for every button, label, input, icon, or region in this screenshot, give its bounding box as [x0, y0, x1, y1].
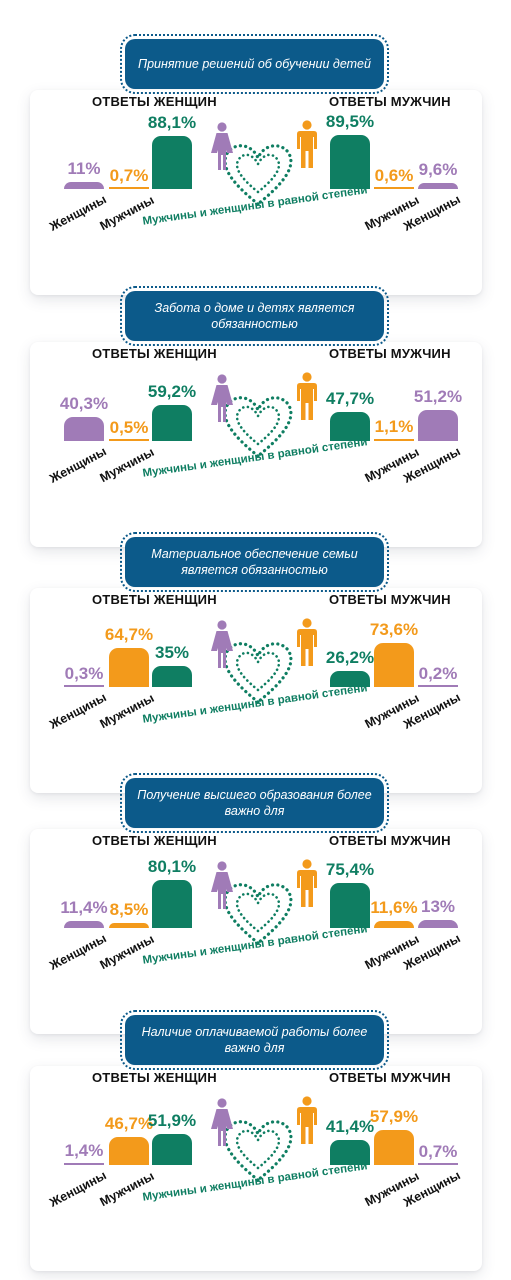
chart-panel [30, 829, 482, 1034]
bar-equal-men-answers [330, 671, 370, 687]
value-label: 88,1% [147, 113, 197, 133]
female-figure-icon [208, 620, 236, 670]
value-label: 1,1% [374, 417, 414, 437]
female-figure-icon [208, 122, 236, 172]
value-label: 47,7% [325, 389, 375, 409]
male-figure-icon [293, 1096, 321, 1146]
topic-title: Наличие оплачиваемой работы более важно … [120, 1010, 389, 1070]
value-label: 57,9% [369, 1107, 419, 1127]
topic-title: Принятие решений об обучении детей [120, 34, 389, 94]
value-label: 8,5% [109, 899, 149, 919]
bar-men-women-answers [109, 1136, 149, 1165]
dotted-heart-icon [220, 140, 296, 208]
dotted-heart-icon [220, 879, 296, 947]
bar-women-women-answers [64, 182, 104, 189]
value-label: 46,7% [104, 1113, 154, 1133]
value-label: 0,2% [418, 663, 458, 683]
chart-panel [30, 1066, 482, 1271]
bar-men-men-answers [374, 1130, 414, 1165]
bar-equal-women-answers [152, 879, 192, 928]
male-figure-icon [293, 618, 321, 668]
bar-women-men-answers [418, 920, 458, 928]
value-label: 26,2% [325, 648, 375, 668]
bar-men-men-answers [374, 642, 414, 687]
value-label: 75,4% [325, 859, 375, 879]
bar-women-men-answers [418, 183, 458, 189]
women-answers-heading: ОТВЕТЫ ЖЕНЩИН [92, 94, 217, 109]
bar-women-men-answers [418, 410, 458, 441]
bar-men-women-answers [109, 922, 149, 928]
bar-equal-women-answers [152, 405, 192, 441]
value-label: 0,7% [418, 1141, 458, 1161]
value-label: 11,4% [60, 898, 108, 918]
value-label: 41,4% [325, 1117, 375, 1137]
value-label: 35% [154, 643, 190, 662]
chart-panel [30, 342, 482, 547]
dotted-heart-icon [220, 1116, 296, 1184]
value-label: 73,6% [369, 619, 419, 639]
bar-women-women-answers [64, 685, 104, 687]
bar-women-women-answers [64, 921, 104, 928]
male-figure-icon [293, 859, 321, 909]
male-figure-icon [293, 120, 321, 170]
men-answers-heading: ОТВЕТЫ МУЖЧИН [329, 833, 451, 848]
value-label: 0,5% [109, 417, 149, 437]
chart-panel [30, 90, 482, 295]
value-label: 51,9% [147, 1110, 197, 1130]
bar-men-men-answers [374, 439, 414, 441]
men-answers-heading: ОТВЕТЫ МУЖЧИН [329, 592, 451, 607]
value-label: 64,7% [104, 625, 154, 645]
dotted-heart-icon [220, 392, 296, 460]
women-answers-heading: ОТВЕТЫ ЖЕНЩИН [92, 1070, 217, 1085]
female-figure-icon [208, 1098, 236, 1148]
value-label: 0,7% [109, 165, 149, 185]
men-answers-heading: ОТВЕТЫ МУЖЧИН [329, 346, 451, 361]
bar-equal-women-answers [152, 1133, 192, 1165]
bar-equal-men-answers [330, 135, 370, 189]
bar-women-men-answers [418, 1163, 458, 1165]
value-label: 11% [67, 159, 101, 179]
chart-panel [30, 588, 482, 793]
value-label: 0,3% [64, 663, 104, 683]
women-answers-heading: ОТВЕТЫ ЖЕНЩИН [92, 833, 217, 848]
bar-equal-men-answers [330, 412, 370, 441]
value-label: 80,1% [147, 856, 197, 876]
bar-men-men-answers [374, 187, 414, 189]
dotted-heart-icon [220, 638, 296, 706]
bar-women-women-answers [64, 416, 104, 441]
bar-men-women-answers [109, 648, 149, 687]
women-answers-heading: ОТВЕТЫ ЖЕНЩИН [92, 346, 217, 361]
value-label: 59,2% [147, 382, 197, 402]
bar-equal-women-answers [152, 666, 192, 687]
bar-equal-men-answers [330, 882, 370, 928]
bar-equal-men-answers [330, 1140, 370, 1165]
male-figure-icon [293, 372, 321, 422]
value-label: 89,5% [325, 112, 375, 132]
bar-equal-women-answers [152, 136, 192, 189]
value-label: 1,4% [64, 1141, 104, 1161]
bar-women-women-answers [64, 1163, 104, 1165]
bar-men-women-answers [109, 187, 149, 189]
value-label: 0,6% [374, 165, 414, 185]
topic-title: Забота о доме и детях является обязаннос… [120, 286, 389, 346]
female-figure-icon [208, 374, 236, 424]
bar-men-men-answers [374, 921, 414, 928]
value-label: 11,6% [370, 898, 418, 918]
topic-title: Материальное обеспечение семьи является … [120, 532, 389, 592]
female-figure-icon [208, 861, 236, 911]
bar-women-men-answers [418, 685, 458, 687]
men-answers-heading: ОТВЕТЫ МУЖЧИН [329, 1070, 451, 1085]
topic-title: Получение высшего образования более важн… [120, 773, 389, 833]
value-label: 40,3% [59, 393, 109, 413]
men-answers-heading: ОТВЕТЫ МУЖЧИН [329, 94, 451, 109]
value-label: 9,6% [418, 160, 458, 180]
value-label: 13% [420, 897, 456, 917]
value-label: 51,2% [413, 387, 463, 407]
women-answers-heading: ОТВЕТЫ ЖЕНЩИН [92, 592, 217, 607]
bar-men-women-answers [109, 439, 149, 441]
